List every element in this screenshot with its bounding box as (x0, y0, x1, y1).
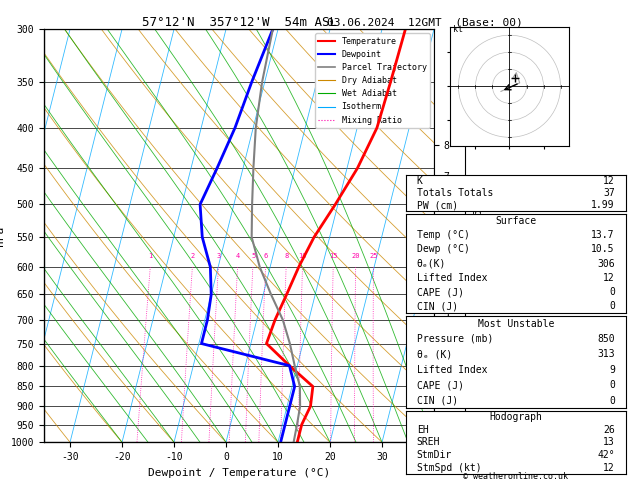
Text: 12: 12 (603, 273, 615, 283)
Text: 26: 26 (603, 425, 615, 434)
Text: 15: 15 (329, 253, 338, 259)
Text: 42°: 42° (597, 450, 615, 460)
X-axis label: Dewpoint / Temperature (°C): Dewpoint / Temperature (°C) (148, 468, 330, 478)
Text: 03.06.2024  12GMT  (Base: 00): 03.06.2024 12GMT (Base: 00) (326, 17, 523, 27)
Text: Temp (°C): Temp (°C) (416, 230, 470, 240)
Text: 0: 0 (609, 380, 615, 390)
Text: 20: 20 (352, 253, 360, 259)
Text: Pressure (mb): Pressure (mb) (416, 334, 493, 344)
Text: Totals Totals: Totals Totals (416, 188, 493, 198)
Text: θₑ (K): θₑ (K) (416, 349, 452, 359)
Text: StmSpd (kt): StmSpd (kt) (416, 463, 481, 472)
Text: 1.99: 1.99 (591, 200, 615, 210)
Text: 1: 1 (148, 253, 153, 259)
Text: SREH: SREH (416, 437, 440, 447)
Text: 0: 0 (609, 396, 615, 405)
Text: 313: 313 (597, 349, 615, 359)
Legend: Temperature, Dewpoint, Parcel Trajectory, Dry Adiabat, Wet Adiabat, Isotherm, Mi: Temperature, Dewpoint, Parcel Trajectory… (315, 34, 430, 128)
Text: StmDir: StmDir (416, 450, 452, 460)
Text: 5: 5 (251, 253, 255, 259)
Text: 306: 306 (597, 259, 615, 269)
Text: PW (cm): PW (cm) (416, 200, 458, 210)
Text: 10: 10 (298, 253, 307, 259)
Text: Hodograph: Hodograph (489, 412, 542, 422)
Text: θₑ(K): θₑ(K) (416, 259, 446, 269)
Text: Most Unstable: Most Unstable (477, 319, 554, 329)
Text: 12: 12 (603, 176, 615, 186)
Text: LCL: LCL (437, 438, 452, 447)
Text: EH: EH (416, 425, 428, 434)
Y-axis label: Mixing Ratio (g/kg): Mixing Ratio (g/kg) (472, 180, 482, 292)
Y-axis label: hPa: hPa (0, 226, 5, 246)
Text: 850: 850 (597, 334, 615, 344)
Text: © weatheronline.co.uk: © weatheronline.co.uk (464, 472, 568, 481)
Text: 0: 0 (609, 287, 615, 297)
Text: CAPE (J): CAPE (J) (416, 287, 464, 297)
Text: 6: 6 (264, 253, 268, 259)
Text: 37: 37 (603, 188, 615, 198)
Y-axis label: km
ASL: km ASL (455, 227, 477, 244)
Text: CAPE (J): CAPE (J) (416, 380, 464, 390)
Text: Dewp (°C): Dewp (°C) (416, 244, 470, 255)
Text: 13.7: 13.7 (591, 230, 615, 240)
Text: 12: 12 (603, 463, 615, 472)
Text: 8: 8 (284, 253, 289, 259)
Text: 13: 13 (603, 437, 615, 447)
Text: 4: 4 (236, 253, 240, 259)
Text: 9: 9 (609, 365, 615, 375)
Text: Surface: Surface (495, 216, 537, 226)
Text: 10.5: 10.5 (591, 244, 615, 255)
Title: 57°12'N  357°12'W  54m ASL: 57°12'N 357°12'W 54m ASL (142, 16, 337, 29)
Text: Lifted Index: Lifted Index (416, 273, 487, 283)
Text: Lifted Index: Lifted Index (416, 365, 487, 375)
Text: 3: 3 (216, 253, 221, 259)
Text: K: K (416, 176, 423, 186)
Text: kt: kt (454, 25, 464, 34)
Text: CIN (J): CIN (J) (416, 301, 458, 312)
Text: CIN (J): CIN (J) (416, 396, 458, 405)
Text: 0: 0 (609, 301, 615, 312)
Text: 25: 25 (369, 253, 378, 259)
Text: 2: 2 (191, 253, 195, 259)
